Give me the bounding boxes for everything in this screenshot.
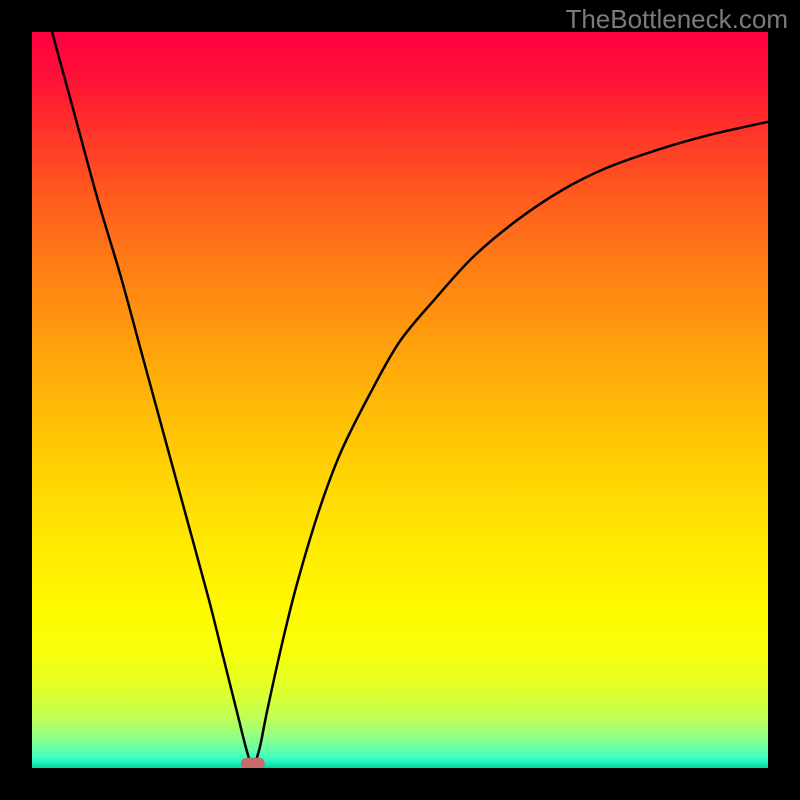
watermark-text: TheBottleneck.com: [565, 4, 788, 34]
bottleneck-chart-svg: TheBottleneck.com: [0, 0, 800, 800]
plot-background: [32, 32, 768, 768]
chart-container: TheBottleneck.com: [0, 0, 800, 800]
target-marker: [241, 758, 265, 770]
